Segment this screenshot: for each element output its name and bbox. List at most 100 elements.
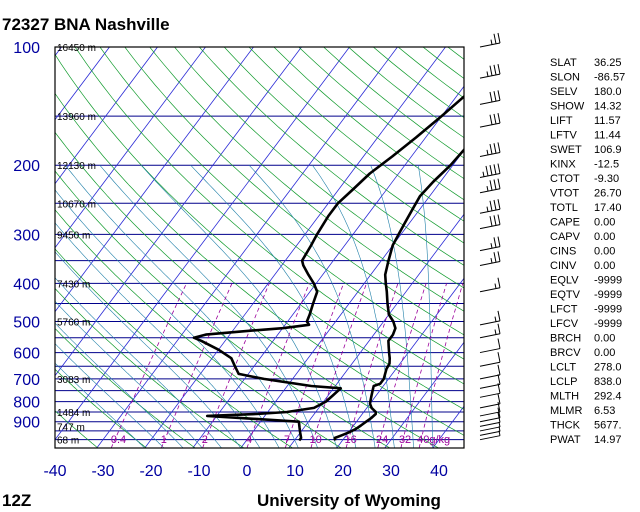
wind-barb — [479, 407, 501, 423]
index-name: CINV — [550, 260, 577, 272]
temperature-tick-label: -20 — [139, 463, 162, 480]
mixing-ratio-line — [202, 283, 270, 448]
isotherm — [144, 47, 446, 448]
mixing-ratio-line — [400, 283, 447, 448]
index-value: -9999 — [594, 318, 622, 330]
index-value: 838.0 — [594, 376, 622, 388]
moist-adiabat — [55, 222, 261, 448]
index-name: LIFT — [550, 115, 573, 127]
wind-barb — [479, 421, 501, 432]
index-name: LFCT — [550, 304, 578, 316]
mixing-ratio-line — [345, 283, 399, 448]
wind-barb — [479, 352, 501, 367]
index-value: 292.4 — [594, 391, 622, 403]
wind-barb — [479, 214, 501, 230]
mixing-ratio-label: 10 — [309, 434, 321, 446]
wind-barbs — [479, 32, 501, 441]
index-name: BRCV — [550, 347, 581, 359]
moist-adiabat — [418, 165, 434, 448]
pressure-tick-label: 800 — [13, 395, 40, 412]
index-value: 11.44 — [594, 130, 621, 142]
mixing-ratio-label: 24 — [376, 434, 388, 446]
mixing-ratio-label: 32 — [399, 434, 411, 446]
chart-title: 72327 BNA Nashville — [2, 15, 170, 34]
mixing-ratio-line — [418, 283, 464, 448]
index-name: EQLV — [550, 275, 579, 287]
index-value: 0.00 — [594, 231, 615, 243]
index-name: MLTH — [550, 391, 579, 403]
index-name: SWET — [550, 144, 582, 156]
index-name: CINS — [550, 246, 576, 258]
height-label: 16450 m — [57, 43, 96, 54]
wind-barb — [479, 90, 501, 105]
moist-adiabat — [312, 165, 395, 448]
moist-adiabat — [55, 362, 145, 448]
isotherm — [55, 47, 302, 377]
index-value: 0.00 — [594, 246, 615, 258]
index-value: -9999 — [594, 304, 622, 316]
height-label: 3083 m — [57, 375, 90, 386]
dry-adiabat — [55, 209, 342, 448]
mixing-ratio-label: 40g/kg — [417, 434, 450, 446]
wind-barb — [479, 113, 501, 128]
moist-adiabat — [190, 164, 357, 448]
wind-barb — [479, 393, 501, 409]
index-value: 106.9 — [594, 144, 622, 156]
temperature-tick-label: 40 — [430, 463, 448, 480]
dry-adiabat — [55, 410, 99, 448]
moist-adiabat — [55, 322, 184, 448]
dry-adiabat — [124, 47, 464, 336]
isotherm — [384, 341, 464, 448]
index-value: 6.53 — [594, 405, 615, 417]
height-label: 12130 m — [57, 161, 96, 172]
height-labels: 16450 m 13960 m 12130 m 10670 m 9450 m 7430 m… — [57, 43, 96, 447]
moist-adiabat — [65, 165, 299, 448]
temperature-tick-label: 0 — [243, 463, 252, 480]
wind-barb — [479, 401, 501, 417]
moist-adiabat — [55, 343, 165, 448]
wind-barb — [479, 142, 501, 157]
height-label: 13960 m — [57, 112, 96, 123]
mixing-ratio-line — [310, 283, 367, 448]
index-value: 0.00 — [594, 260, 615, 272]
dry-adiabat — [55, 368, 147, 448]
mixing-ratio-line — [110, 283, 187, 448]
dry-adiabat — [99, 47, 464, 360]
index-value: 14.32 — [594, 101, 622, 113]
index-value: 36.25 — [594, 57, 622, 69]
mixing-ratio-line — [160, 283, 233, 448]
index-name: LFTV — [550, 130, 578, 142]
wind-barb — [479, 338, 501, 354]
isotherm — [192, 85, 464, 448]
dry-adiabat — [55, 53, 464, 410]
dry-adiabat — [55, 248, 293, 448]
height-label: 747 m — [57, 422, 85, 433]
temperature-tick-label: -40 — [43, 463, 66, 480]
wind-barb — [479, 32, 501, 48]
pressure-tick-label: 100 — [13, 40, 40, 57]
dry-adiabat — [149, 47, 464, 312]
dry-adiabat — [174, 47, 464, 289]
index-name: SLAT — [550, 57, 577, 69]
index-name: TOTL — [550, 202, 578, 214]
wind-barb — [479, 251, 501, 266]
isotherm — [55, 47, 158, 185]
dry-adiabat — [55, 131, 439, 448]
index-name: CAPV — [550, 231, 581, 243]
index-name: SLON — [550, 72, 580, 84]
pressure-tick-label: 400 — [13, 276, 40, 293]
mixing-ratio-label: 2 — [202, 434, 208, 446]
footer-source: University of Wyoming — [257, 491, 441, 510]
index-value: 0.00 — [594, 347, 615, 359]
dry-adiabat — [55, 170, 391, 448]
wind-barb — [479, 430, 501, 441]
dewpoint-profile — [192, 94, 464, 442]
index-name: VTOT — [550, 188, 579, 200]
index-value: -9999 — [594, 289, 622, 301]
wind-barb — [479, 63, 501, 79]
mixing-ratio-labels: 0.4 1 2 4 7 10 16 24 32 40g/kg — [111, 434, 450, 446]
mixing-ratio-label: 1 — [161, 434, 167, 446]
pressure-tick-label: 600 — [13, 346, 40, 363]
temperature-tick-label: 30 — [382, 463, 400, 480]
